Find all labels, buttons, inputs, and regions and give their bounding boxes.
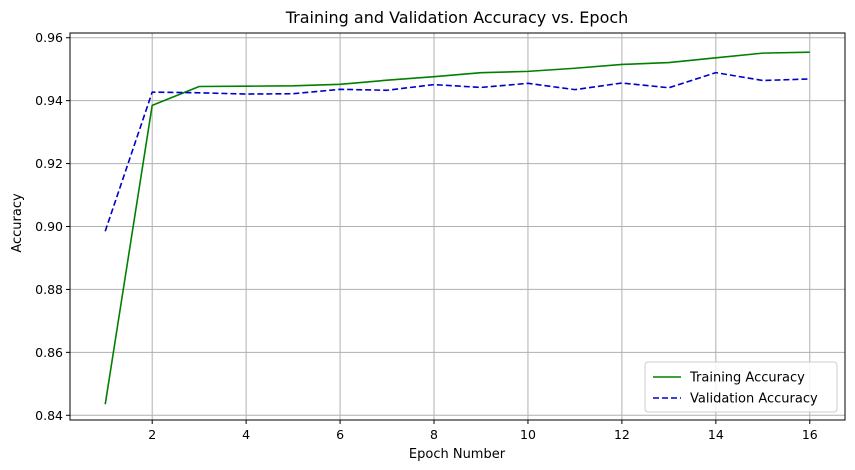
y-tick-label: 0.96: [35, 30, 63, 45]
y-axis: 0.84 0.86 0.88 0.90 0.92 0.94 0.96: [35, 30, 70, 423]
legend-label: Training Accuracy: [689, 371, 805, 386]
y-tick-label: 0.94: [35, 93, 63, 108]
x-tick-label: 12: [614, 427, 630, 442]
x-tick-label: 10: [520, 427, 536, 442]
y-axis-label: Accuracy: [10, 193, 25, 253]
x-tick-label: 6: [336, 427, 344, 442]
x-axis: 2 4 6 8 10 12 14 16: [148, 420, 818, 442]
grid: [70, 33, 845, 420]
legend-label: Validation Accuracy: [690, 392, 818, 407]
x-tick-label: 2: [148, 427, 156, 442]
y-tick-label: 0.88: [35, 282, 63, 297]
x-tick-label: 16: [802, 427, 818, 442]
legend-box: [644, 361, 838, 413]
validation-accuracy-line: [104, 71, 810, 232]
y-tick-label: 0.90: [35, 219, 63, 234]
x-tick-label: 14: [708, 427, 724, 442]
legend: Training Accuracy Validation Accuracy: [644, 361, 838, 413]
x-tick-label: 4: [242, 427, 250, 442]
y-tick-label: 0.86: [35, 345, 63, 360]
y-tick-label: 0.92: [35, 156, 63, 171]
training-accuracy-line: [104, 51, 810, 405]
chart-title: Training and Validation Accuracy vs. Epo…: [285, 8, 629, 27]
y-tick-label: 0.84: [35, 408, 63, 423]
series-layer: [104, 51, 810, 405]
x-tick-label: 8: [430, 427, 438, 442]
x-axis-label: Epoch Number: [409, 447, 506, 462]
